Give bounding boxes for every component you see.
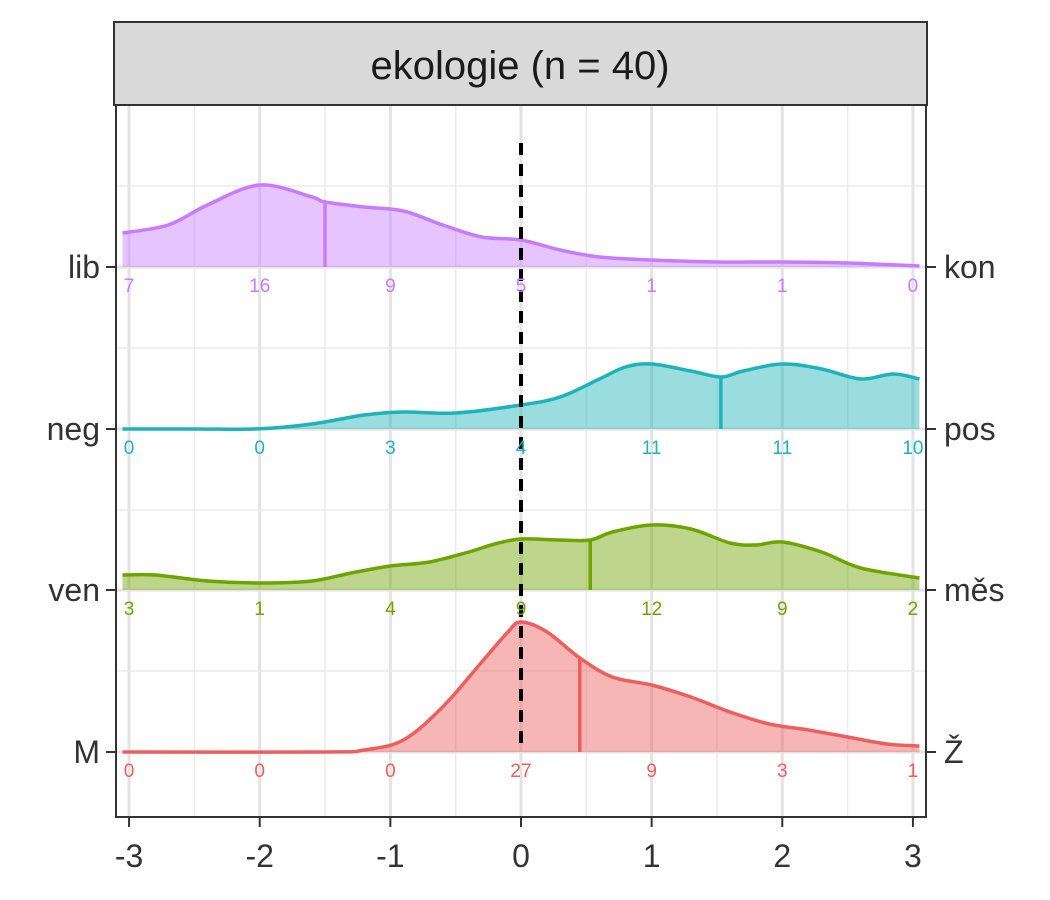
ridge-ven — [122, 523, 920, 590]
count-label: 3 — [777, 761, 788, 782]
panel-title: ekologie (n = 40) — [370, 44, 669, 88]
count-label: 9 — [777, 599, 788, 620]
count-label: 11 — [642, 438, 662, 459]
x-tick-label: 0 — [512, 838, 530, 874]
count-label: 16 — [249, 276, 270, 297]
x-tick-label: -2 — [245, 838, 273, 874]
ridge-area — [122, 184, 920, 267]
ridge-line — [122, 523, 920, 585]
ridge-lib — [122, 183, 920, 268]
count-label: 0 — [254, 761, 265, 782]
ridge-neg — [122, 362, 920, 431]
ridge-line — [122, 620, 920, 754]
count-label: 3 — [385, 438, 396, 459]
density-ridges — [122, 183, 920, 754]
count-label: 0 — [124, 761, 135, 782]
ridge-line — [122, 183, 920, 268]
y-axis-right: kon pos měs Ž — [926, 249, 1004, 770]
count-label: 4 — [516, 438, 527, 459]
count-label: 12 — [641, 599, 662, 620]
ridge-M — [122, 620, 920, 754]
y-label-left: M — [73, 734, 100, 770]
x-tick-label: 1 — [643, 838, 661, 874]
ridge-area — [122, 622, 920, 753]
x-axis: -3 -2 -1 0 1 2 3 — [115, 817, 922, 874]
count-label: 0 — [254, 438, 265, 459]
y-label-left: ven — [48, 572, 100, 608]
y-label-right: Ž — [944, 734, 964, 770]
count-label: 1 — [777, 276, 788, 297]
count-label: 9 — [646, 761, 657, 782]
count-label: 7 — [124, 276, 135, 297]
x-tick-label: -1 — [376, 838, 404, 874]
y-label-right: pos — [944, 411, 996, 447]
count-label: 1 — [908, 761, 919, 782]
count-label: 0 — [385, 761, 396, 782]
count-label: 3 — [124, 599, 135, 620]
count-label: 10 — [902, 438, 923, 459]
count-label: 0 — [908, 276, 919, 297]
y-axis-left: lib neg ven M — [47, 249, 116, 770]
count-label: 9 — [385, 276, 396, 297]
y-label-left: neg — [47, 411, 100, 447]
panel-strip — [113, 21, 928, 106]
x-tick-label: 2 — [773, 838, 791, 874]
x-tick-label: -3 — [115, 838, 143, 874]
count-label: 11 — [772, 438, 792, 459]
count-label: 0 — [124, 438, 135, 459]
count-label: 2 — [908, 599, 919, 620]
ridge-line — [122, 362, 920, 431]
count-labels: 7 16 9 5 1 1 00 0 3 4 11 11 103 1 4 9 12 9 20 0 0 27 9 3 1 — [124, 276, 924, 782]
x-tick-label: 3 — [904, 838, 922, 874]
count-label: 1 — [646, 276, 657, 297]
count-label: 4 — [385, 599, 396, 620]
y-label-left: lib — [68, 249, 100, 285]
y-label-right: měs — [944, 572, 1004, 608]
count-label: 27 — [510, 761, 531, 782]
count-label: 1 — [254, 599, 265, 620]
y-label-right: kon — [944, 249, 996, 285]
count-label: 9 — [516, 599, 527, 620]
count-label: 5 — [516, 276, 527, 297]
